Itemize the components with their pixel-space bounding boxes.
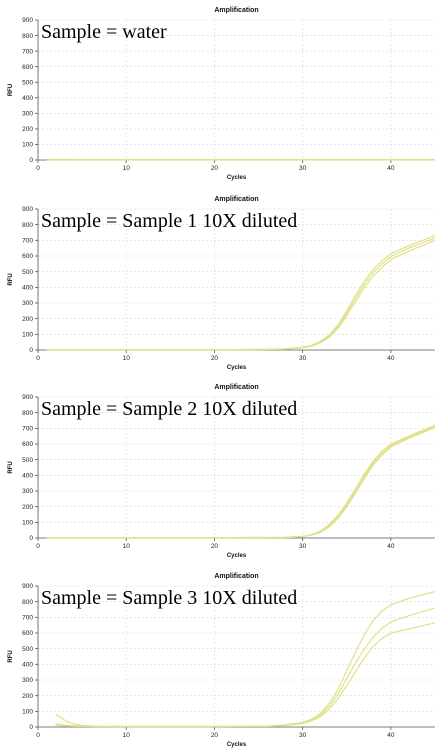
y-tick-label: 500 [22, 646, 33, 653]
series-line-3 [46, 427, 435, 539]
y-tick-label: 600 [22, 64, 33, 71]
x-tick-label: 10 [123, 732, 131, 739]
x-tick-label: 20 [211, 355, 219, 362]
y-tick-label: 200 [22, 316, 33, 323]
x-tick-label: 20 [211, 165, 219, 172]
x-tick-label: 30 [299, 165, 307, 172]
y-tick-label: 400 [22, 95, 33, 102]
sample-annotation: Sample = Sample 2 10X diluted [41, 398, 297, 420]
series-line-2 [46, 425, 435, 539]
y-tick-label: 500 [22, 457, 33, 464]
y-tick-label: 700 [22, 48, 33, 55]
x-tick-label: 10 [123, 543, 131, 550]
y-tick-label: 800 [22, 599, 33, 606]
x-tick-label: 10 [123, 165, 131, 172]
y-tick-label: 300 [22, 111, 33, 118]
series-line-2 [46, 237, 435, 351]
x-tick-label: 40 [387, 732, 395, 739]
series-line-1 [46, 235, 435, 351]
x-tick-label: 0 [36, 165, 40, 172]
y-tick-label: 200 [22, 693, 33, 700]
y-tick-label: 400 [22, 473, 33, 480]
y-tick-label: 100 [22, 332, 33, 339]
y-tick-label: 0 [29, 535, 33, 542]
chart-panel-4: Amplification010020030040050060070080090… [8, 573, 435, 748]
y-tick-label: 500 [22, 269, 33, 276]
y-tick-label: 400 [22, 662, 33, 669]
y-tick-label: 100 [22, 142, 33, 149]
y-tick-label: 400 [22, 285, 33, 292]
y-tick-label: 800 [22, 33, 33, 40]
y-tick-label: 900 [22, 17, 33, 24]
x-tick-label: 0 [36, 543, 40, 550]
x-tick-label: 40 [387, 355, 395, 362]
x-tick-label: 40 [387, 543, 395, 550]
y-tick-label: 700 [22, 238, 33, 245]
y-tick-label: 800 [22, 410, 33, 417]
x-axis-label: Cycles [227, 175, 247, 181]
x-tick-label: 10 [123, 355, 131, 362]
y-axis-label: RFU [8, 273, 14, 285]
y-tick-label: 900 [22, 583, 33, 590]
x-axis-label: Cycles [227, 742, 247, 748]
y-tick-label: 600 [22, 441, 33, 448]
x-tick-label: 40 [387, 165, 395, 172]
y-tick-label: 0 [29, 724, 33, 731]
chart-panel-2: Amplification010020030040050060070080090… [8, 196, 435, 371]
y-tick-label: 900 [22, 394, 33, 401]
y-tick-label: 200 [22, 126, 33, 133]
chart-title: Amplification [214, 384, 258, 391]
y-tick-label: 100 [22, 520, 33, 527]
x-tick-label: 0 [36, 732, 40, 739]
x-tick-label: 0 [36, 355, 40, 362]
series-line-3 [46, 239, 435, 351]
y-axis-label: RFU [8, 84, 14, 96]
y-tick-label: 300 [22, 677, 33, 684]
x-tick-label: 20 [211, 732, 219, 739]
y-tick-label: 600 [22, 253, 33, 260]
series-line-1 [55, 590, 435, 728]
chart-title: Amplification [214, 573, 258, 580]
y-tick-label: 700 [22, 615, 33, 622]
x-axis-label: Cycles [227, 553, 247, 559]
sample-annotation: Sample = Sample 3 10X diluted [41, 587, 297, 609]
y-tick-label: 200 [22, 504, 33, 511]
x-axis-label: Cycles [227, 365, 247, 371]
x-tick-label: 30 [299, 543, 307, 550]
y-axis-label: RFU [8, 461, 14, 473]
y-tick-label: 300 [22, 300, 33, 307]
y-tick-label: 600 [22, 630, 33, 637]
chart-panel-1: Amplification010020030040050060070080090… [8, 7, 435, 181]
x-tick-label: 30 [299, 732, 307, 739]
y-tick-label: 500 [22, 79, 33, 86]
y-tick-label: 800 [22, 222, 33, 229]
y-tick-label: 300 [22, 488, 33, 495]
y-tick-label: 900 [22, 206, 33, 213]
y-tick-label: 700 [22, 426, 33, 433]
series-line-3 [55, 622, 435, 728]
sample-annotation: Sample = water [41, 21, 167, 43]
series-line-1 [46, 424, 435, 539]
chart-title: Amplification [214, 196, 258, 203]
x-tick-label: 20 [211, 543, 219, 550]
x-tick-label: 30 [299, 355, 307, 362]
chart-panel-3: Amplification010020030040050060070080090… [8, 384, 435, 559]
y-axis-label: RFU [8, 650, 14, 662]
series-line-2 [55, 607, 435, 728]
sample-annotation: Sample = Sample 1 10X diluted [41, 210, 297, 232]
y-tick-label: 0 [29, 157, 33, 164]
chart-title: Amplification [214, 7, 258, 14]
y-tick-label: 0 [29, 347, 33, 354]
y-tick-label: 100 [22, 709, 33, 716]
